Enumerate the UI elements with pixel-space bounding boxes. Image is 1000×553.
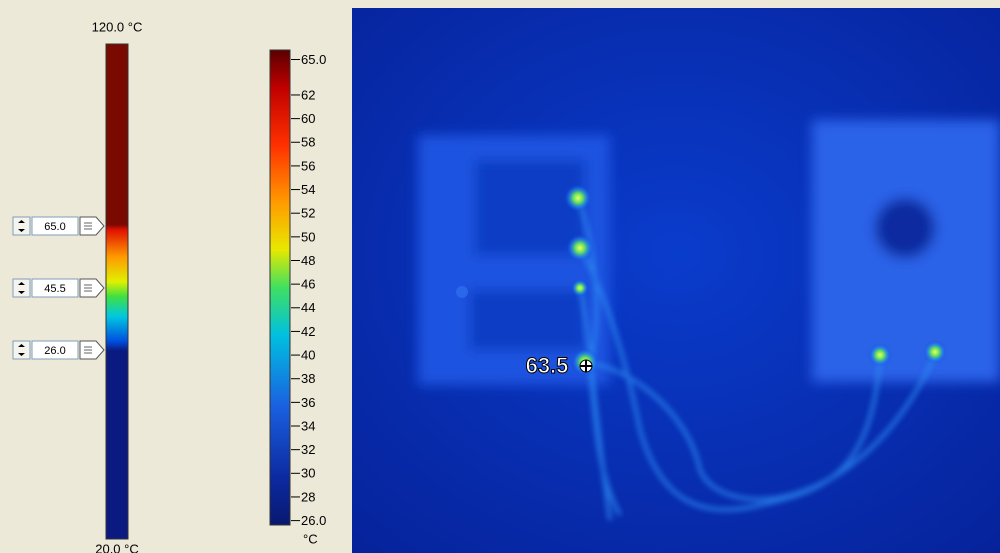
tick-label: 38 [301,371,315,386]
tick-label: 56 [301,158,315,173]
spin-button [13,279,30,297]
tick-label: 60 [301,111,315,126]
tick-label: 50 [301,229,315,244]
marker-spinner[interactable]: 65.0 [13,217,104,235]
tick-label: 65.0 [301,52,326,67]
tick-label: 36 [301,395,315,410]
unit-label: °C [303,531,318,546]
marker-value: 45.5 [44,283,65,295]
marker-value: 65.0 [44,221,65,233]
tick-label: 34 [301,418,315,433]
marker-spinner[interactable]: 45.5 [13,279,104,297]
page: 120.0 °C 20.0 °C 65.0 45.5 26.0 65.0 62 60 58… [0,0,1000,553]
tick-label: 58 [301,135,315,150]
tick-label: 30 [301,466,315,481]
tick-label: 52 [301,206,315,221]
thermal-ui: 120.0 °C 20.0 °C 65.0 45.5 26.0 65.0 62 60 58… [0,0,1000,553]
scale-bottom-label: 20.0 °C [95,541,139,553]
range-color-bar [106,44,128,539]
tick-label: 54 [301,182,315,197]
tick-label: 46 [301,277,315,292]
tick-label: 62 [301,87,315,102]
tick-label: 42 [301,324,315,339]
marker-value: 26.0 [44,345,65,357]
spot-temperature: 63.5 [526,353,569,378]
tick-label: 40 [301,348,315,363]
thermal-image: 63.5 [352,8,1000,553]
tick-label: 48 [301,253,315,268]
tick-label: 44 [301,300,315,315]
tick-label: 26.0 [301,513,326,528]
temperature-color-bar [270,50,290,525]
tick-label: 32 [301,442,315,457]
tick-label: 28 [301,489,315,504]
spin-button [13,341,30,359]
spin-button [13,217,30,235]
marker-spinner[interactable]: 26.0 [13,341,104,359]
scale-top-label: 120.0 °C [92,19,143,34]
